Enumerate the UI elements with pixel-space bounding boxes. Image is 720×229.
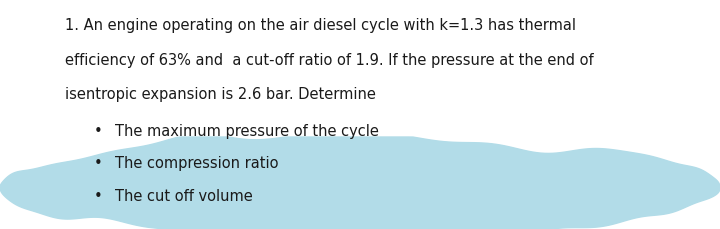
Polygon shape [0,137,720,229]
Text: isentropic expansion is 2.6 bar. Determine: isentropic expansion is 2.6 bar. Determi… [65,87,376,102]
Text: •: • [94,156,102,171]
Text: efficiency of 63% and  a cut-off ratio of 1.9. If the pressure at the end of: efficiency of 63% and a cut-off ratio of… [65,53,593,68]
Text: The cut off volume: The cut off volume [115,188,253,203]
Text: •: • [94,124,102,139]
Text: 1. An engine operating on the air diesel cycle with k=1.3 has thermal: 1. An engine operating on the air diesel… [65,18,576,33]
Text: The compression ratio: The compression ratio [115,156,279,171]
Text: •: • [94,188,102,203]
Text: The maximum pressure of the cycle: The maximum pressure of the cycle [115,124,379,139]
